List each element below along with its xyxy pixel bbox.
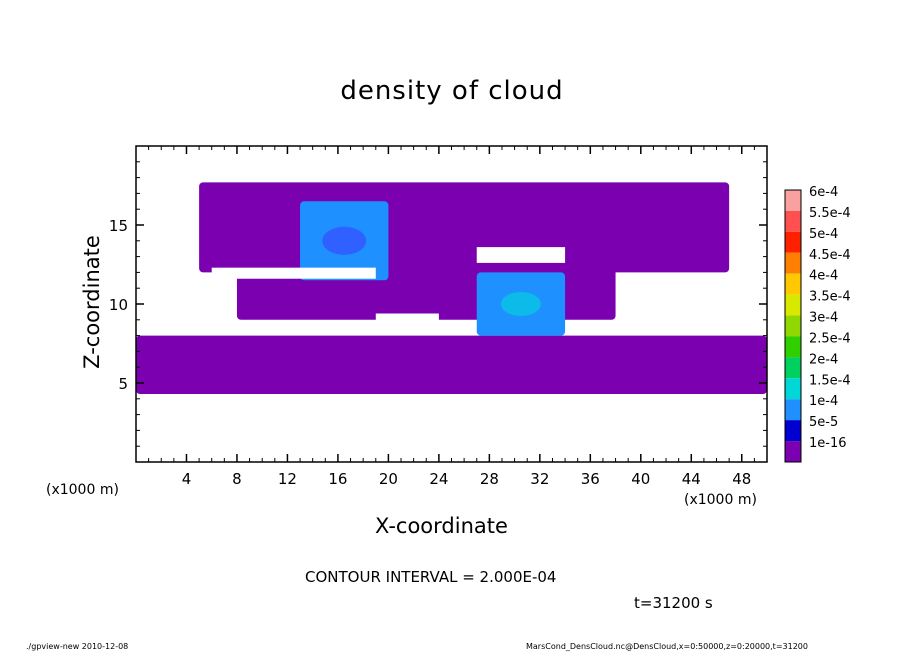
cloud-region-1	[199, 182, 730, 273]
x-tick-label-0: 4	[182, 470, 192, 488]
colorbar-label-0: 6e-4	[809, 185, 838, 200]
time-label: t=31200 s	[634, 594, 713, 612]
colorbar-swatch-9	[785, 378, 801, 400]
cloud-gap-2	[640, 275, 767, 333]
x-axis-unit-right: (x1000 m)	[684, 492, 757, 508]
x-tick-label-1: 8	[232, 470, 242, 488]
colorbar-swatch-4	[785, 273, 801, 295]
y-tick-label-2: 15	[109, 217, 128, 235]
footer-left: ./gpview-new 2010-12-08	[26, 642, 129, 651]
x-tick-label-6: 28	[480, 470, 499, 488]
colorbar-label-10: 1e-4	[809, 394, 838, 409]
cloud-gap-1	[476, 247, 566, 263]
colorbar-swatch-5	[785, 294, 801, 316]
y-tick-label-1: 10	[109, 296, 128, 314]
x-tick-label-5: 24	[429, 470, 448, 488]
x-tick-label-11: 48	[732, 470, 751, 488]
cloud-gap-4	[375, 313, 439, 327]
cloud-core-left	[322, 226, 367, 255]
colorbar-label-6: 3e-4	[809, 311, 838, 326]
colorbar-swatch-0	[785, 190, 801, 211]
colorbar-swatch-2	[785, 231, 801, 253]
colorbar-label-4: 4e-4	[809, 269, 838, 284]
x-tick-label-10: 44	[682, 470, 701, 488]
x-axis-unit-left: (x1000 m)	[46, 482, 119, 498]
contour-interval-label: CONTOUR INTERVAL = 2.000E-04	[305, 568, 557, 586]
x-axis-label: X-coordinate	[375, 514, 508, 538]
x-tick-label-7: 32	[530, 470, 549, 488]
cloud-core-right	[500, 292, 541, 316]
colorbar-label-5: 3.5e-4	[809, 290, 851, 305]
colorbar-swatch-12	[785, 441, 801, 462]
colorbar-swatch-7	[785, 336, 801, 358]
colorbar-label-2: 5e-4	[809, 227, 838, 242]
colorbar-swatch-6	[785, 315, 801, 337]
x-tick-label-2: 12	[278, 470, 297, 488]
colorbar-label-12: 1e-16	[809, 436, 847, 451]
x-tick-label-3: 16	[328, 470, 347, 488]
colorbar-swatch-10	[785, 399, 801, 421]
cloud-gap-3	[136, 275, 225, 333]
colorbar-swatch-1	[785, 210, 801, 232]
x-tick-label-4: 20	[379, 470, 398, 488]
colorbar-label-1: 5.5e-4	[809, 206, 851, 221]
chart-title: density of cloud	[340, 76, 564, 106]
footer-right: MarsCond_DensCloud.nc@DensCloud,x=0:5000…	[526, 642, 808, 651]
colorbar-label-8: 2e-4	[809, 352, 838, 367]
cloud-gap-0	[211, 267, 376, 279]
y-tick-label-0: 5	[118, 375, 128, 393]
x-tick-label-9: 40	[631, 470, 650, 488]
colorbar-swatch-3	[785, 252, 801, 274]
cloud-region-0	[136, 335, 767, 395]
colorbar-frame	[784, 189, 802, 463]
colorbar-swatch-8	[785, 357, 801, 379]
colorbar-label-11: 5e-5	[809, 415, 838, 430]
colorbar-label-9: 1.5e-4	[809, 373, 851, 388]
colorbar-label-7: 2.5e-4	[809, 331, 851, 346]
x-tick-label-8: 36	[581, 470, 600, 488]
colorbar-label-3: 4.5e-4	[809, 248, 851, 263]
colorbar-swatch-11	[785, 420, 801, 442]
